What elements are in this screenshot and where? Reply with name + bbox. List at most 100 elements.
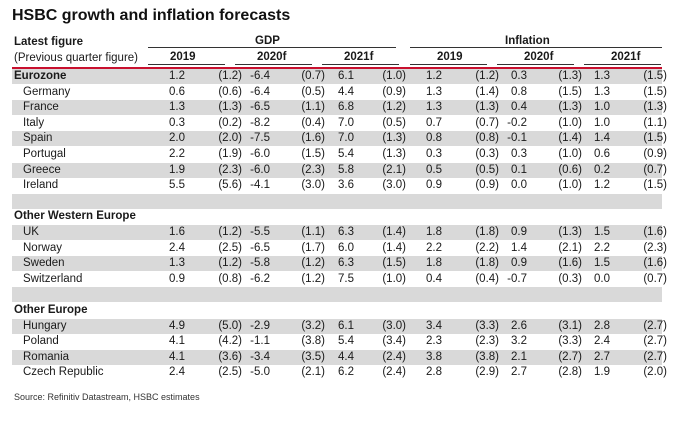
group-row: Eurozone 1.2 (1.2) -6.4 (0.7) 6.1 (1.0) 1.2 (1.2… [12, 69, 667, 84]
inf-2019-rule [410, 64, 487, 65]
table-row: Switzerland 0.9 (0.8) -6.2 (1.2) 7.5 (1.0) 0.4 (… [12, 272, 667, 287]
table-cell: 0.3 [169, 116, 185, 129]
gdp-2020-rule [235, 64, 312, 65]
table-cell: (0.7) [475, 116, 499, 129]
spacer-row [12, 193, 662, 209]
table-cell: (3.2) [301, 319, 325, 332]
table-cell: (1.2) [475, 70, 499, 82]
table-cell: 2.3 [426, 335, 442, 348]
table-cell: (1.2) [218, 257, 242, 270]
table-cell: 5.8 [338, 163, 354, 176]
table-cell: (1.0) [382, 70, 406, 82]
table-cell: 2.6 [511, 319, 527, 332]
table-cell: (0.3) [475, 148, 499, 160]
table-cell: (1.7) [301, 241, 325, 254]
table-cell: 1.8 [426, 226, 442, 238]
table-row: Ireland 5.5 (5.6) -4.1 (3.0) 3.6 (3.0) 0.9 (0.9)… [12, 178, 667, 193]
table-cell: 0.9 [511, 257, 527, 270]
table-cell: (1.4) [475, 85, 499, 98]
inf-2021-rule [584, 64, 661, 65]
table-cell: -7.5 [250, 132, 270, 145]
gdp-2021-rule [322, 64, 399, 65]
gdp-heading: GDP [255, 35, 280, 47]
table-cell: (2.3) [218, 163, 242, 176]
table-cell: (5.6) [218, 179, 242, 192]
table-cell: -1.1 [250, 335, 270, 348]
table-cell: 2.2 [426, 241, 442, 254]
table-row: Germany 0.6 (0.6) -6.4 (0.5) 4.4 (0.9) 1.3 (1.4)… [12, 85, 667, 100]
table-cell: (3.0) [301, 179, 325, 192]
table-cell: 0.2 [594, 163, 610, 176]
table-cell: (0.2) [218, 116, 242, 129]
table-cell: 4.4 [338, 85, 354, 98]
table-cell: 1.3 [594, 70, 610, 82]
table-cell: (1.0) [558, 148, 582, 160]
table-cell: -6.5 [250, 101, 270, 114]
table-cell: -4.1 [250, 179, 270, 192]
group-row: Other Europe [12, 303, 662, 318]
header-divider [12, 67, 662, 69]
table-cell: (1.3) [382, 132, 406, 145]
table-cell: (0.9) [475, 179, 499, 192]
table-cell: 0.5 [426, 163, 442, 176]
table-cell: (1.2) [301, 257, 325, 270]
table-cell: 1.9 [169, 163, 185, 176]
table-cell: 0.7 [426, 116, 442, 129]
table-cell: 0.0 [594, 272, 610, 285]
inflation-rule [410, 47, 662, 48]
table-cell: (1.3) [382, 148, 406, 160]
group-row: Other Western Europe [12, 209, 662, 224]
table-row: Sweden 1.3 (1.2) -5.8 (1.2) 6.3 (1.5) 1.8 (1.8) 0… [12, 256, 667, 272]
inflation-year-2021f: 2021f [611, 51, 641, 63]
table-cell: 3.2 [511, 335, 527, 348]
table-cell: 6.1 [338, 319, 354, 332]
table-cell: 1.3 [169, 257, 185, 270]
table-cell: 7.0 [338, 132, 354, 145]
group-label: Eurozone [14, 70, 67, 82]
table-cell: (0.4) [301, 116, 325, 129]
table-row: Norway 2.4 (2.5) -6.5 (1.7) 6.0 (1.4) 2.2 (2.2) 1… [12, 241, 667, 256]
table-cell: 1.5 [594, 257, 610, 270]
table-row: Portugal 2.2 (1.9) -6.0 (1.5) 5.4 (1.3) 0.3 (0.3… [12, 147, 667, 162]
table-cell: 6.2 [338, 366, 354, 379]
table-cell: 1.2 [426, 70, 442, 82]
table-cell: -0.7 [507, 272, 527, 285]
table-cell: 1.8 [426, 257, 442, 270]
table-cell: 6.3 [338, 226, 354, 238]
country-label: France [23, 101, 59, 114]
table-cell: 0.9 [511, 226, 527, 238]
table-cell: (1.1) [643, 116, 667, 129]
table-cell: (1.2) [218, 70, 242, 82]
table-cell: 1.6 [169, 226, 185, 238]
table-cell: (1.9) [218, 148, 242, 160]
table-cell: (1.6) [558, 257, 582, 270]
table-cell: (3.1) [558, 319, 582, 332]
table-cell: (3.3) [558, 335, 582, 348]
table-cell: 1.9 [594, 366, 610, 379]
table-cell: (1.1) [301, 101, 325, 114]
table-cell: (1.2) [382, 101, 406, 114]
gdp-year-2021f: 2021f [344, 51, 374, 63]
country-label: Romania [23, 350, 70, 363]
table-cell: (1.5) [643, 85, 667, 98]
table-row: Greece 1.9 (2.3) -6.0 (2.3) 5.8 (2.1) 0.5 (0.5) 0… [12, 162, 667, 178]
table-cell: (1.2) [218, 226, 242, 238]
table-cell: (2.0) [218, 132, 242, 145]
table-cell: (1.5) [301, 148, 325, 160]
table-cell: (2.1) [301, 366, 325, 379]
table-cell: (2.5) [218, 366, 242, 379]
table-cell: (1.5) [382, 257, 406, 270]
table-cell: (2.2) [475, 241, 499, 254]
table-cell: 1.3 [169, 101, 185, 114]
table-cell: (2.7) [643, 350, 667, 363]
table-cell: 7.0 [338, 116, 354, 129]
table-cell: (0.7) [643, 163, 667, 176]
table-cell: 2.8 [426, 366, 442, 379]
table-cell: (1.4) [382, 241, 406, 254]
table-cell: (1.4) [382, 226, 406, 238]
table-title: HSBC growth and inflation forecasts [12, 7, 291, 24]
table-cell: -5.5 [250, 226, 270, 238]
table-cell: 2.2 [594, 241, 610, 254]
country-label: Sweden [23, 257, 65, 270]
table-cell: 5.4 [338, 335, 354, 348]
